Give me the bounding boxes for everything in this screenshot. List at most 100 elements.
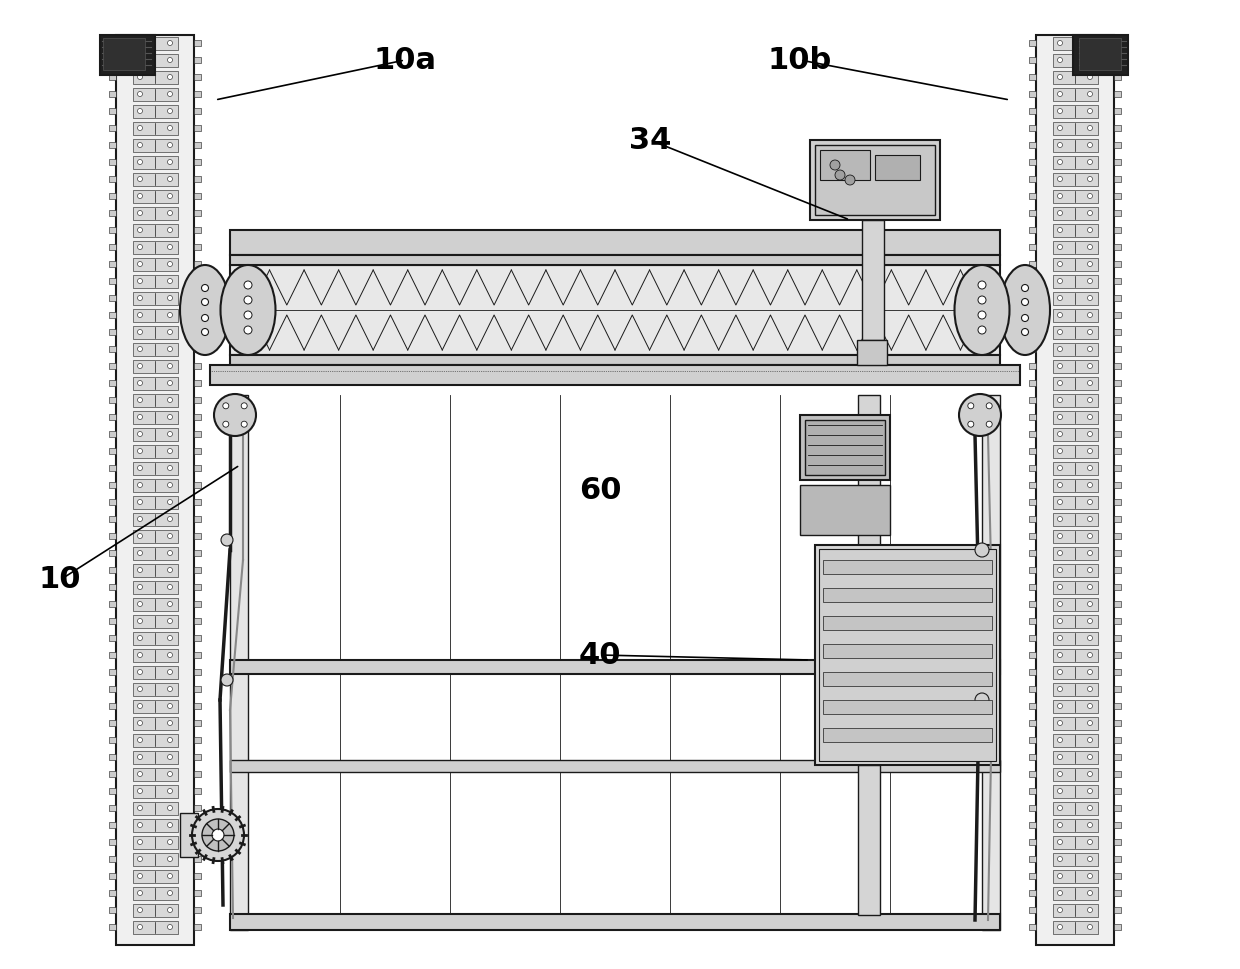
Circle shape	[167, 823, 172, 828]
Circle shape	[1058, 891, 1063, 895]
Bar	[1029, 295, 1035, 301]
Bar	[1029, 567, 1035, 573]
Bar	[109, 159, 117, 165]
Bar	[109, 261, 117, 267]
Bar	[1114, 57, 1121, 63]
Bar	[1029, 550, 1035, 556]
Bar	[133, 292, 179, 305]
Bar	[193, 363, 201, 369]
Bar	[1053, 309, 1097, 322]
Bar	[109, 601, 117, 607]
Bar	[193, 397, 201, 403]
Bar	[823, 728, 992, 742]
Bar	[1053, 904, 1097, 917]
Bar	[193, 754, 201, 760]
Bar	[133, 615, 179, 628]
Bar	[1029, 329, 1035, 335]
Bar	[1114, 465, 1121, 471]
Circle shape	[1058, 449, 1063, 453]
Circle shape	[1087, 431, 1092, 436]
Bar	[1114, 924, 1121, 930]
Bar	[109, 720, 117, 726]
Circle shape	[1058, 329, 1063, 334]
Bar	[1029, 74, 1035, 80]
Circle shape	[1058, 823, 1063, 828]
Bar	[193, 516, 201, 522]
Bar	[1114, 482, 1121, 488]
Circle shape	[138, 618, 143, 623]
Circle shape	[1058, 584, 1063, 589]
Circle shape	[978, 281, 986, 289]
Bar	[1053, 190, 1097, 203]
Bar	[1053, 496, 1097, 509]
Circle shape	[167, 278, 172, 284]
Bar	[862, 220, 884, 340]
Circle shape	[1087, 397, 1092, 402]
Bar	[1114, 346, 1121, 352]
Bar	[1053, 666, 1097, 679]
Circle shape	[167, 584, 172, 589]
Circle shape	[138, 924, 143, 929]
Circle shape	[138, 194, 143, 199]
Bar	[1053, 105, 1097, 118]
Circle shape	[1058, 126, 1063, 131]
Bar	[1029, 91, 1035, 97]
Circle shape	[1087, 483, 1092, 487]
Bar	[133, 71, 179, 84]
Bar	[109, 754, 117, 760]
Bar	[103, 38, 145, 70]
Bar	[1114, 448, 1121, 454]
Circle shape	[167, 75, 172, 79]
Bar	[1114, 907, 1121, 913]
Circle shape	[138, 262, 143, 266]
Circle shape	[167, 262, 172, 266]
Circle shape	[1087, 449, 1092, 453]
Bar	[193, 329, 201, 335]
Circle shape	[967, 403, 973, 409]
Bar	[133, 445, 179, 458]
Bar	[1029, 227, 1035, 233]
Bar	[1053, 513, 1097, 526]
Bar	[193, 822, 201, 828]
Bar	[1114, 601, 1121, 607]
Text: 34: 34	[629, 126, 671, 154]
Ellipse shape	[180, 265, 229, 355]
Bar	[1114, 312, 1121, 318]
Circle shape	[138, 381, 143, 386]
Bar	[1114, 295, 1121, 301]
Circle shape	[1058, 465, 1063, 471]
Circle shape	[1058, 194, 1063, 199]
Bar	[109, 278, 117, 284]
Circle shape	[138, 363, 143, 368]
Circle shape	[138, 908, 143, 913]
Bar	[229, 255, 999, 265]
Circle shape	[1058, 568, 1063, 573]
Bar	[133, 411, 179, 424]
Circle shape	[1058, 262, 1063, 266]
Bar	[1053, 377, 1097, 390]
Circle shape	[1087, 57, 1092, 62]
Bar	[1053, 258, 1097, 271]
Bar	[193, 703, 201, 709]
Bar	[1114, 584, 1121, 590]
Bar	[1114, 40, 1121, 46]
Bar	[1114, 703, 1121, 709]
Bar	[1053, 547, 1097, 560]
Circle shape	[138, 857, 143, 861]
Circle shape	[138, 703, 143, 708]
Bar	[193, 584, 201, 590]
Bar	[109, 771, 117, 777]
Bar	[133, 54, 179, 67]
Circle shape	[201, 285, 208, 292]
Bar	[1053, 802, 1097, 815]
Bar	[133, 632, 179, 645]
Circle shape	[138, 296, 143, 300]
Bar	[1053, 241, 1097, 254]
Circle shape	[1058, 805, 1063, 810]
Circle shape	[1058, 228, 1063, 233]
Bar	[133, 224, 179, 237]
Bar	[133, 530, 179, 543]
Ellipse shape	[221, 265, 275, 355]
Circle shape	[138, 142, 143, 147]
Bar	[109, 380, 117, 386]
